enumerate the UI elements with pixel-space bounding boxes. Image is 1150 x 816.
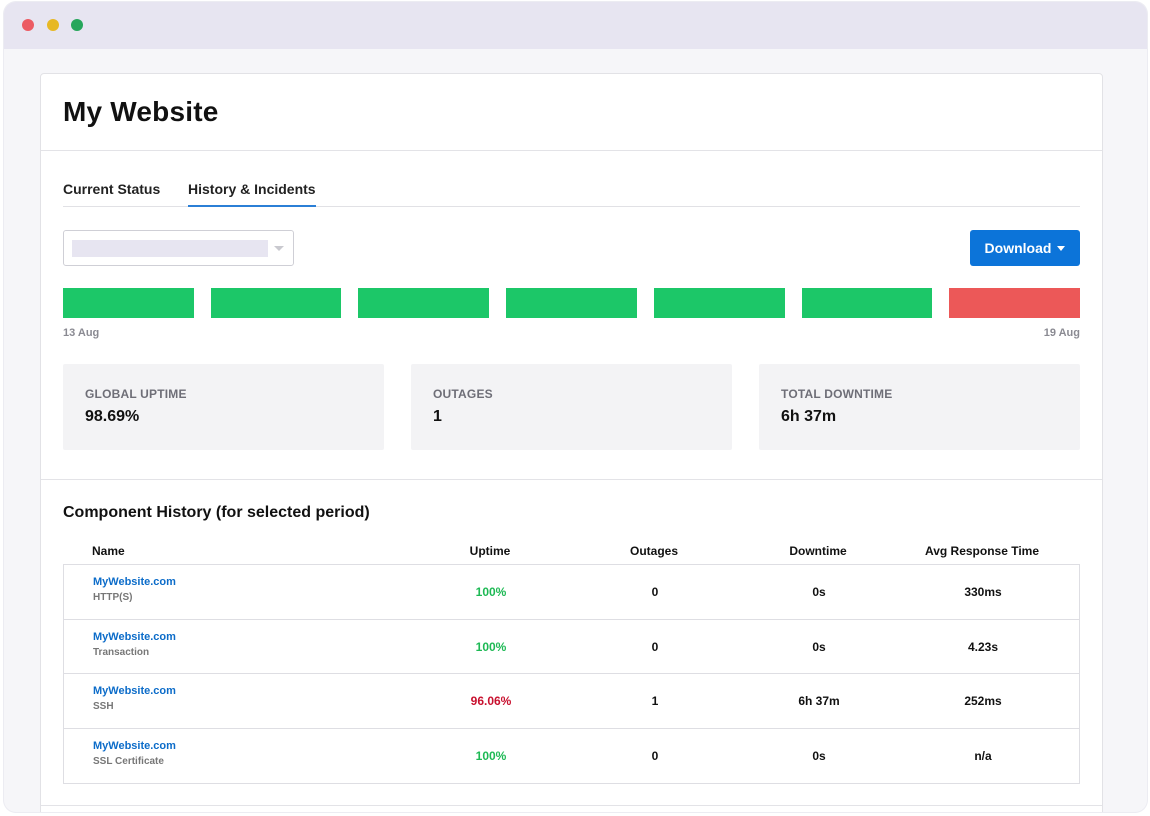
table-row: MyWebsite.com SSH 96.06% 1 6h 37m 252ms [64, 674, 1079, 729]
component-name-cell: MyWebsite.com Transaction [93, 631, 176, 658]
status-card: My Website Current Status History & Inci… [40, 73, 1103, 812]
stat-outages: OUTAGES 1 [411, 364, 732, 450]
stat-label: TOTAL DOWNTIME [781, 387, 893, 401]
chevron-down-icon [274, 246, 284, 251]
period-select-value [72, 240, 268, 257]
downtime-cell: 6h 37m [798, 694, 840, 708]
day-status-bar[interactable] [653, 288, 785, 318]
avg-response-cell: n/a [974, 748, 992, 763]
component-name-cell: MyWebsite.com SSL Certificate [93, 740, 176, 767]
column-header-name: Name [92, 544, 125, 558]
table-header: Name Uptime Outages Downtime Avg Respons… [63, 540, 1080, 564]
component-name-link[interactable]: MyWebsite.com [93, 739, 176, 752]
page-title: My Website [63, 96, 219, 127]
table-row: MyWebsite.com SSL Certificate 100% 0 0s n/a [64, 729, 1079, 784]
avg-response-cell: 330ms [964, 585, 1002, 599]
table-body: MyWebsite.com HTTP(S) 100% 0 0s 330ms MyWebsit… [63, 564, 1080, 784]
column-header-avg-response: Avg Response Time [924, 544, 1040, 558]
uptime-cell: 100% [475, 585, 507, 599]
caret-down-icon [1057, 245, 1066, 251]
day-status-bar[interactable] [210, 288, 342, 318]
close-window-button[interactable] [22, 19, 34, 31]
stat-global-uptime: GLOBAL UPTIME 98.69% [63, 364, 384, 450]
day-status-bar[interactable] [506, 288, 637, 318]
table-row: MyWebsite.com HTTP(S) 100% 0 0s 330ms [64, 565, 1079, 620]
component-name-cell: MyWebsite.com SSH [93, 685, 176, 712]
component-name-link[interactable]: MyWebsite.com [93, 685, 176, 697]
component-history-table: Name Uptime Outages Downtime Avg Respons… [63, 540, 1080, 784]
period-select[interactable] [63, 230, 294, 266]
stat-value: 98.69% [85, 408, 140, 425]
download-button-label: Download [984, 240, 1052, 256]
window-titlebar [4, 2, 1147, 49]
component-name-cell: MyWebsite.com HTTP(S) [93, 576, 176, 603]
download-button[interactable]: Download [970, 230, 1080, 266]
day-status-bar[interactable] [949, 288, 1080, 318]
day-status-bar[interactable] [801, 288, 933, 318]
table-row: MyWebsite.com Transaction 100% 0 0s 4.23s [64, 620, 1079, 674]
stat-total-downtime: TOTAL DOWNTIME 6h 37m [759, 364, 1080, 450]
outages-cell: 0 [651, 639, 659, 654]
component-type: Transaction [93, 646, 150, 658]
uptime-cell: 96.06% [470, 694, 512, 708]
outages-cell: 0 [651, 748, 659, 763]
component-history-title: Component History (for selected period) [63, 504, 370, 521]
component-type: SSH [93, 701, 114, 712]
tab-history-incidents[interactable]: History & Incidents [188, 181, 316, 207]
column-header-outages: Outages [629, 544, 678, 558]
uptime-cell: 100% [475, 748, 507, 763]
outages-cell: 1 [651, 694, 659, 708]
history-end-date: 19 Aug [1043, 327, 1080, 339]
downtime-cell: 0s [812, 639, 826, 654]
daily-status-bars [63, 288, 1080, 318]
column-header-uptime: Uptime [469, 544, 511, 558]
column-header-downtime: Downtime [789, 544, 847, 558]
stat-value: 1 [433, 408, 442, 425]
section-divider [41, 479, 1102, 480]
stat-label: OUTAGES [433, 387, 493, 401]
minimize-window-button[interactable] [47, 19, 59, 31]
outages-cell: 0 [651, 585, 659, 599]
maximize-window-button[interactable] [71, 19, 83, 31]
component-name-link[interactable]: MyWebsite.com [93, 630, 176, 643]
avg-response-cell: 252ms [964, 694, 1002, 708]
stat-label: GLOBAL UPTIME [85, 387, 187, 401]
history-start-date: 13 Aug [63, 327, 100, 339]
component-name-link[interactable]: MyWebsite.com [93, 576, 176, 588]
downtime-cell: 0s [812, 748, 826, 763]
card-header: My Website [41, 74, 1102, 151]
day-status-bar[interactable] [358, 288, 490, 318]
component-type: SSL Certificate [93, 755, 164, 767]
component-type: HTTP(S) [93, 592, 133, 603]
avg-response-cell: 4.23s [967, 639, 999, 654]
tab-current-status[interactable]: Current Status [63, 181, 161, 197]
day-status-bar[interactable] [63, 288, 194, 318]
browser-window: My Website Current Status History & Inci… [4, 2, 1147, 812]
stat-value: 6h 37m [781, 408, 837, 425]
tab-bar: Current Status History & Incidents [63, 170, 1080, 207]
footer-divider [41, 805, 1102, 806]
uptime-cell: 100% [475, 639, 507, 654]
downtime-cell: 0s [812, 585, 826, 599]
